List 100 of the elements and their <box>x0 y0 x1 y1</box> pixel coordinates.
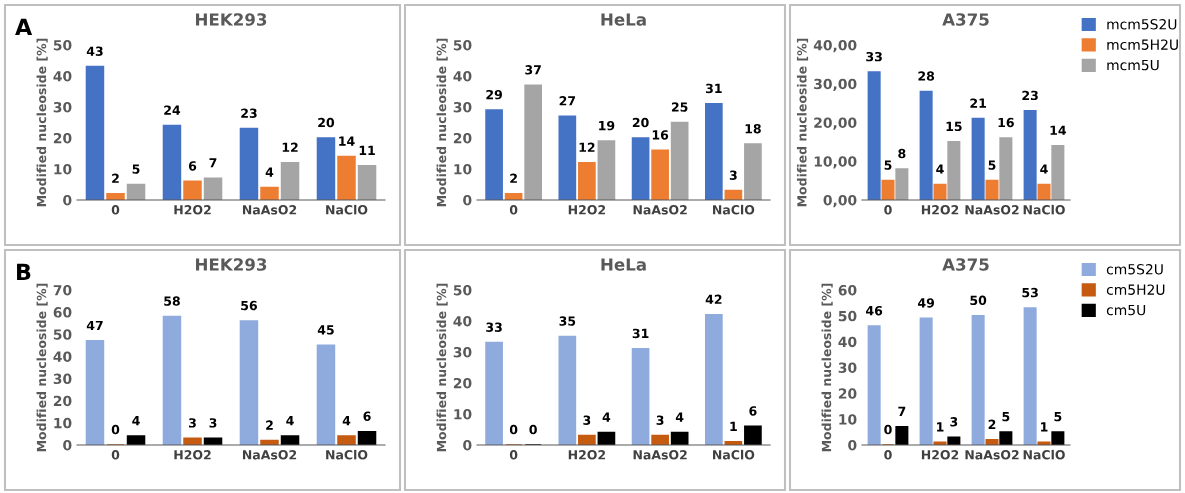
data-label: 23 <box>1022 90 1038 101</box>
y-tick-label: 10 <box>454 408 472 420</box>
data-label: 3 <box>188 418 196 428</box>
data-label: 11 <box>359 145 375 155</box>
data-label: 5 <box>132 164 140 174</box>
data-label: 27 <box>559 96 576 106</box>
legend-label: cm5S2U <box>1106 264 1163 275</box>
y-tick-label: 0 <box>848 439 857 451</box>
data-label: 50 <box>970 295 987 306</box>
data-label: 12 <box>282 142 298 152</box>
text: B <box>17 263 31 280</box>
data-label: 14 <box>1050 125 1066 135</box>
x-tick-label: H2O2 <box>921 450 959 460</box>
data-label: 46 <box>866 305 883 316</box>
data-label: 4 <box>286 416 294 426</box>
data-label: 24 <box>164 105 181 115</box>
data-label: 4 <box>675 412 684 422</box>
x-tick-label: NaAsO2 <box>242 205 297 215</box>
y-axis-title: Modified nucleoside [%] <box>796 38 809 207</box>
x-tick-label: NaAsO2 <box>242 450 297 460</box>
data-label: 4 <box>936 164 944 174</box>
y-tick-label: 30 <box>838 362 857 373</box>
y-axis-title: Modified nucleoside [%] <box>36 283 48 452</box>
y-tick-label: 30,00 <box>814 78 857 91</box>
y-tick-label: 0 <box>63 439 72 451</box>
y-axis-title: Modified nucleoside [%] <box>436 38 448 207</box>
x-tick-label: NaClO <box>1023 204 1065 215</box>
y-tick-label: 20,00 <box>814 117 857 130</box>
data-label: 43 <box>86 46 103 56</box>
y-tick-label: 20 <box>53 132 72 144</box>
chart-title: A375 <box>942 258 989 271</box>
chart-title: A375 <box>942 13 989 26</box>
data-label: 5 <box>884 160 892 170</box>
chart-title: HEK293 <box>196 258 267 271</box>
y-tick-label: 0,00 <box>823 194 857 208</box>
y-tick-label: 30 <box>53 101 72 113</box>
data-label: 35 <box>559 316 576 326</box>
y-tick-label: 70 <box>53 284 72 296</box>
y-axis-title: Modified nucleoside [%] <box>36 38 48 207</box>
y-tick-label: 30 <box>453 101 472 113</box>
data-label: 42 <box>705 294 722 304</box>
data-label: 33 <box>486 322 502 332</box>
chart-title: HeLa <box>601 13 646 26</box>
y-tick-label: 40 <box>453 70 472 82</box>
y-tick-label: 50 <box>453 284 472 296</box>
data-label: 31 <box>705 83 722 94</box>
y-tick-label: 30 <box>453 346 472 358</box>
data-label: 3 <box>656 415 664 425</box>
data-label: 3 <box>209 418 217 428</box>
data-label: 5 <box>1054 412 1062 422</box>
y-axis-title: Modified nucleoside [%] <box>436 283 448 452</box>
data-label: 4 <box>342 416 351 426</box>
data-label: 0 <box>111 424 120 435</box>
y-tick-label: 0 <box>63 194 72 206</box>
x-tick-label: NaClO <box>326 204 368 215</box>
y-tick-label: 20 <box>53 395 72 407</box>
data-label: 12 <box>579 142 595 152</box>
x-tick-label: NaAsO2 <box>633 205 687 215</box>
data-label: 45 <box>317 325 334 335</box>
x-tick-label: NaClO <box>1023 449 1065 460</box>
data-label: 2 <box>988 419 996 429</box>
y-tick-label: 10 <box>839 414 857 425</box>
data-label: 1 <box>937 422 944 432</box>
legend-label: cm5U <box>1106 304 1146 316</box>
y-tick-label: 50 <box>838 310 857 322</box>
y-tick-label: 50 <box>453 39 472 51</box>
text: A <box>15 18 33 35</box>
data-label: 4 <box>265 167 274 177</box>
data-label: 4 <box>1040 164 1048 174</box>
data-label: 47 <box>86 320 103 330</box>
data-label: 20 <box>632 117 649 128</box>
x-tick-label: 0 <box>884 205 892 215</box>
legend-label: mcm5H2U <box>1107 39 1178 50</box>
data-label: 14 <box>339 136 355 146</box>
y-tick-label: 40,00 <box>813 39 857 53</box>
y-tick-label: 20 <box>453 377 472 389</box>
data-label: 56 <box>241 300 257 311</box>
data-label: 3 <box>729 170 737 180</box>
data-label: 6 <box>363 411 371 421</box>
x-tick-label: 0 <box>884 450 892 460</box>
y-tick-label: 0 <box>463 439 472 451</box>
data-label: 2 <box>510 173 517 183</box>
chart-title: HeLa <box>601 258 646 271</box>
y-tick-label: 10 <box>54 163 72 175</box>
data-label: 18 <box>745 123 761 134</box>
data-label: 15 <box>946 121 962 132</box>
y-tick-label: 10,00 <box>814 156 857 169</box>
y-tick-label: 40 <box>53 351 72 362</box>
x-tick-label: H2O2 <box>174 450 211 460</box>
data-label: 4 <box>602 412 611 422</box>
x-tick-label: NaClO <box>713 449 755 460</box>
data-label: 3 <box>950 417 958 427</box>
y-tick-label: 10 <box>54 417 72 429</box>
data-label: 25 <box>671 102 688 112</box>
x-tick-label: 0 <box>111 450 120 460</box>
data-label: 23 <box>241 108 257 118</box>
data-label: 1 <box>730 421 737 431</box>
data-label: 19 <box>599 120 615 131</box>
data-label: 5 <box>988 160 996 170</box>
x-tick-label: 0 <box>509 450 518 460</box>
